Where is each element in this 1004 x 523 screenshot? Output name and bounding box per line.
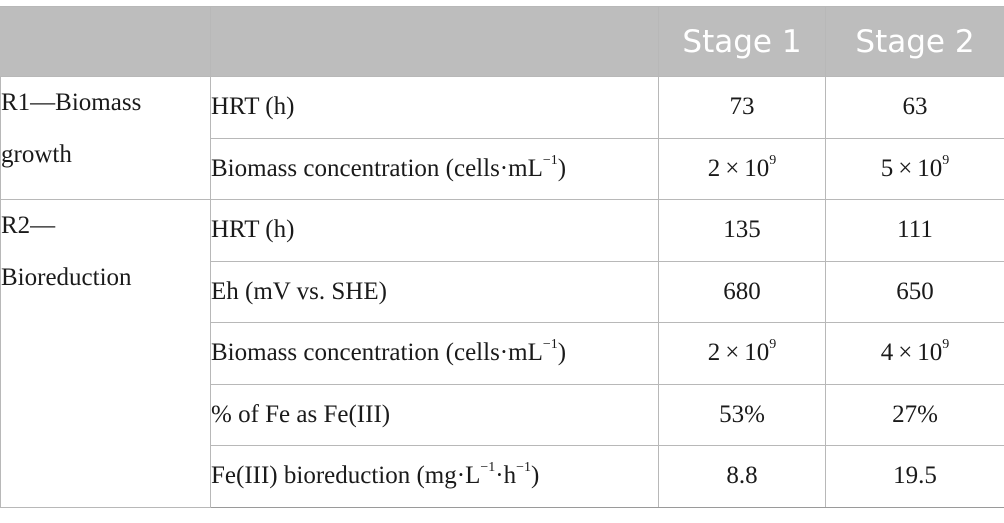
stage1-value: 73	[658, 76, 826, 139]
table-row: Biomass concentration (cells·mL−1) 2 × 1…	[1, 137, 1004, 200]
parameter-cell: Biomass concentration (cells·mL−1)	[210, 322, 659, 385]
table-row: Fe(III) bioreduction (mg·L−1·h−1) 8.8 19…	[1, 445, 1004, 508]
parameter-cell: Fe(III) bioreduction (mg·L−1·h−1)	[210, 445, 659, 508]
stage2-value: 27%	[825, 383, 1004, 446]
header-reactor-cell	[0, 6, 211, 77]
stage2-value: 63	[825, 76, 1004, 139]
reactor-label-line2: Bioreduction	[1, 264, 132, 291]
stage2-value: 650	[825, 260, 1004, 323]
stage2-value: 4 × 109	[825, 322, 1004, 385]
parameter-cell: % of Fe as Fe(III)	[210, 383, 659, 446]
stage1-value: 135	[658, 199, 826, 262]
stage2-value: 5 × 109	[825, 137, 1004, 200]
stage2-value: 19.5	[825, 445, 1004, 508]
stage1-value: 2 × 109	[658, 137, 826, 200]
table-row: R2— Bioreduction HRT (h) 135 111	[0, 199, 1004, 508]
table-row: % of Fe as Fe(III) 53% 27%	[1, 383, 1004, 446]
stage1-value: 8.8	[658, 445, 826, 508]
header-stage-1: Stage 1	[658, 6, 826, 77]
header-stage-2: Stage 2	[825, 6, 1004, 77]
reactor-label-r2: R2— Bioreduction	[0, 199, 211, 508]
stage2-value: 111	[825, 199, 1004, 262]
reactor-label-line2: growth	[1, 141, 72, 168]
reactor-label-line1: R2—	[1, 212, 56, 239]
header-parameter-cell	[210, 6, 659, 77]
stage1-value: 680	[658, 260, 826, 323]
parameter-cell: HRT (h)	[210, 76, 659, 139]
parameter-cell: Eh (mV vs. SHE)	[210, 260, 659, 323]
table-row: R1—Biomass growth HRT (h) 73 63	[0, 76, 1004, 200]
stage1-value: 53%	[658, 383, 826, 446]
parameter-cell: Biomass concentration (cells·mL−1)	[210, 137, 659, 200]
reactor-label-line1: R1—Biomass	[1, 89, 142, 116]
parameter-cell: HRT (h)	[210, 199, 659, 262]
reactor-label-r1: R1—Biomass growth	[0, 76, 211, 200]
header-row: Stage 1 Stage 2	[0, 6, 1004, 77]
data-table: Stage 1 Stage 2 R1—Biomass growth HRT (h…	[0, 6, 1004, 508]
stage1-value: 2 × 109	[658, 322, 826, 385]
table-row: Eh (mV vs. SHE) 680 650	[1, 260, 1004, 323]
table-row: Biomass concentration (cells·mL−1) 2 × 1…	[1, 322, 1004, 385]
